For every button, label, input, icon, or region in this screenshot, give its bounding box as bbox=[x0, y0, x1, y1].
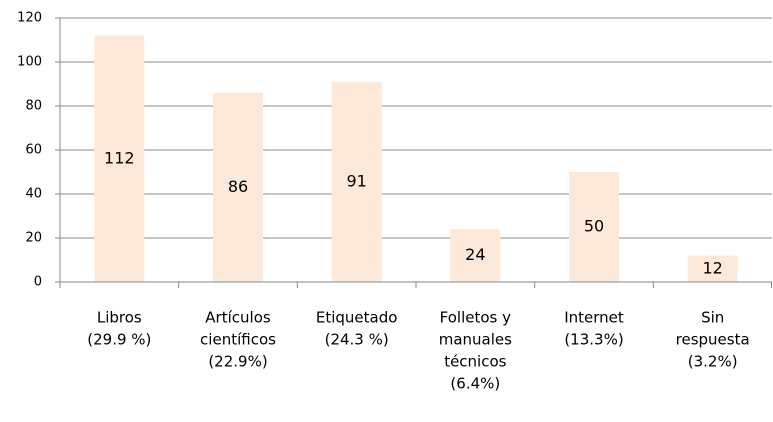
x-tick-label: científicos bbox=[200, 331, 276, 349]
x-tick-label: Folletos y bbox=[440, 309, 511, 327]
x-tick-label: (13.3%) bbox=[564, 331, 623, 349]
value-label: 12 bbox=[702, 258, 722, 277]
value-label: 50 bbox=[584, 217, 604, 236]
value-label: 91 bbox=[346, 171, 366, 190]
x-tick-label: Libros bbox=[97, 309, 142, 327]
y-tick-label: 20 bbox=[25, 231, 42, 246]
y-tick-label: 120 bbox=[17, 11, 42, 26]
x-tick-label: técnicos bbox=[444, 353, 506, 371]
x-tick-label: (22.9%) bbox=[208, 353, 267, 371]
x-tick-label: (29.9 %) bbox=[87, 331, 151, 349]
x-tick-label: Sin bbox=[701, 309, 724, 327]
y-tick-label: 40 bbox=[25, 187, 42, 202]
bar bbox=[94, 35, 145, 282]
x-tick-label: (3.2%) bbox=[688, 353, 738, 371]
bar bbox=[213, 92, 263, 282]
value-label: 24 bbox=[465, 245, 485, 264]
y-tick-label: 80 bbox=[25, 99, 42, 114]
x-tick-label: respuesta bbox=[676, 331, 750, 349]
value-label: 112 bbox=[104, 148, 135, 167]
x-tick-label: Etiquetado bbox=[316, 309, 398, 327]
x-tick-label: (6.4%) bbox=[450, 375, 500, 393]
value-label: 86 bbox=[228, 177, 248, 196]
x-tick-label: manuales bbox=[439, 331, 512, 349]
x-tick-label: Internet bbox=[564, 309, 624, 327]
y-tick-label: 60 bbox=[25, 143, 42, 158]
y-tick-label: 0 bbox=[34, 275, 42, 290]
bar bbox=[569, 172, 619, 282]
x-tick-label: (24.3 %) bbox=[325, 331, 389, 349]
x-tick-label: Artículos bbox=[205, 309, 271, 327]
bar bbox=[331, 81, 382, 282]
y-tick-label: 100 bbox=[17, 55, 42, 70]
bar bbox=[450, 229, 501, 282]
bar bbox=[687, 255, 738, 282]
